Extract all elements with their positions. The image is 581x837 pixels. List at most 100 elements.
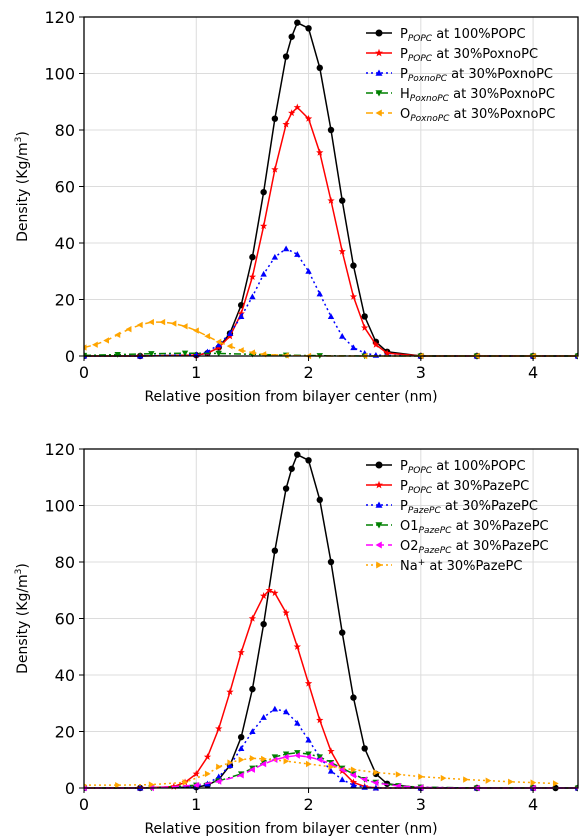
data-point <box>316 64 323 72</box>
data-point <box>227 759 234 766</box>
data-point <box>260 714 267 720</box>
data-point <box>373 769 380 776</box>
data-point <box>316 496 323 504</box>
data-point <box>316 148 324 156</box>
data-point <box>350 262 357 269</box>
data-point <box>215 350 222 357</box>
legend: PPOPC at 100%POPC PPOPC at 30%PoxnoPC PPox… <box>366 27 555 124</box>
data-point <box>294 719 301 726</box>
data-point <box>92 341 98 348</box>
data-point <box>282 120 290 128</box>
x-tick-label: 3 <box>416 795 426 814</box>
legend-marker <box>375 48 383 57</box>
data-point <box>288 109 296 117</box>
data-point <box>372 340 380 348</box>
data-point <box>148 781 155 788</box>
y-tick-label: 20 <box>55 723 75 742</box>
data-point <box>215 341 222 348</box>
data-point <box>271 705 279 712</box>
data-point <box>282 245 290 252</box>
x-axis-label: Relative position from bilayer center (n… <box>144 389 437 405</box>
y-tick-label: 80 <box>55 121 75 140</box>
data-point <box>328 763 335 771</box>
data-point <box>305 25 312 32</box>
data-point <box>294 750 301 756</box>
y-tick-label: 120 <box>44 440 75 459</box>
data-point <box>260 270 267 277</box>
data-point <box>249 685 256 693</box>
legend: PPOPC at 100%POPC PPOPC at 30%PazePC PPaze… <box>366 459 549 574</box>
data-point <box>260 188 267 196</box>
data-point <box>226 688 234 696</box>
legend-entry: OPoxnoPC at 30%PoxnoPC <box>366 107 555 124</box>
data-point <box>316 716 324 724</box>
legend-label: O1PazePC at 30%PazePC <box>400 519 549 536</box>
x-tick-label: 1 <box>191 363 201 382</box>
data-point <box>282 485 290 492</box>
data-point <box>293 642 301 650</box>
data-point <box>339 776 346 783</box>
series-line <box>84 589 578 789</box>
legend-label: Na+ at 30%PazePC <box>400 558 522 574</box>
data-point <box>182 779 189 786</box>
data-point <box>361 745 368 752</box>
legend-label: PPOPC at 30%PoxnoPC <box>400 47 538 64</box>
legend-entry: PPOPC at 30%PoxnoPC <box>366 47 538 64</box>
x-tick-label: 0 <box>79 795 89 814</box>
data-point <box>372 351 380 358</box>
y-tick-label: 0 <box>65 347 75 366</box>
data-point <box>181 350 189 357</box>
y-tick-label: 0 <box>65 779 75 798</box>
data-point <box>271 547 279 554</box>
legend-entry: PPazePC at 30%PazePC <box>366 499 538 516</box>
series-line <box>84 757 556 786</box>
data-point <box>271 589 279 597</box>
data-point <box>265 586 273 594</box>
legend-entry: PPoxnoPC at 30%PoxnoPC <box>366 67 553 84</box>
data-point <box>339 197 346 204</box>
series-line <box>84 751 578 789</box>
data-point <box>305 457 312 464</box>
data-point <box>418 773 425 780</box>
data-point <box>339 333 346 339</box>
data-point <box>216 763 222 771</box>
data-point <box>237 772 244 779</box>
data-point <box>293 103 301 111</box>
x-tick-label: 4 <box>528 795 538 814</box>
data-point <box>350 781 357 788</box>
data-point <box>282 753 289 761</box>
legend-label: PPOPC at 30%PazePC <box>400 479 529 496</box>
data-point <box>136 321 143 329</box>
y-tick-label: 100 <box>44 497 75 516</box>
data-point <box>316 290 323 297</box>
data-point <box>327 760 334 768</box>
data-point <box>339 766 345 773</box>
data-point <box>327 313 335 320</box>
data-point <box>304 679 313 687</box>
data-point <box>339 629 346 636</box>
data-point <box>249 766 255 773</box>
data-point <box>485 777 492 784</box>
data-point <box>350 344 357 351</box>
data-point <box>327 767 335 774</box>
data-point <box>271 253 279 260</box>
data-point <box>192 770 200 777</box>
data-point <box>361 776 368 783</box>
data-point <box>305 751 312 758</box>
legend-entry: Na+ at 30%PazePC <box>366 558 522 574</box>
data-point <box>338 247 346 255</box>
data-point <box>327 196 335 204</box>
data-point <box>237 648 245 656</box>
x-axis-label: Relative position from bilayer center (n… <box>144 821 437 837</box>
data-point <box>249 349 255 356</box>
legend-label: OPoxnoPC at 30%PoxnoPC <box>400 107 555 124</box>
data-point <box>204 770 211 778</box>
data-point <box>259 222 268 230</box>
legend-marker <box>375 480 383 489</box>
data-point <box>372 779 379 787</box>
data-point <box>282 609 290 616</box>
legend-entry: HPoxnoPC at 30%PoxnoPC <box>366 87 555 104</box>
data-point <box>288 33 295 40</box>
